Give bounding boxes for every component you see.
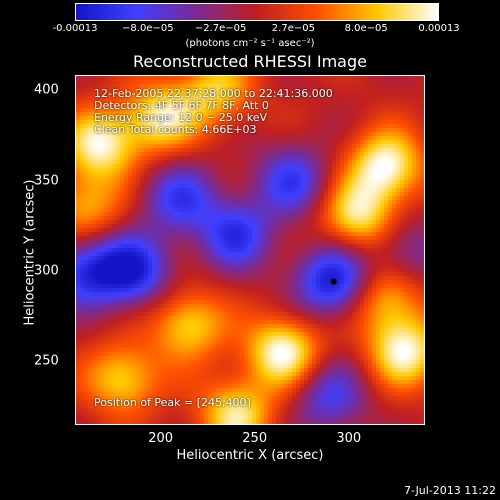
annotation-time: 12-Feb-2005 22:37:28.000 to 22:41:36.000	[94, 87, 333, 100]
y-tick-label: 350	[34, 173, 59, 189]
colorbar-tick: -0.00013	[52, 23, 98, 34]
x-tick-label: 300	[336, 431, 362, 446]
y-tick-label: 300	[34, 263, 59, 279]
y-axis-label: Heliocentric Y (arcsec)	[22, 179, 38, 326]
x-tick-label: 250	[242, 431, 268, 446]
colorbar	[75, 3, 439, 21]
chart-title: Reconstructed RHESSI Image	[133, 52, 367, 71]
colorbar-tick: 8.0e−05	[344, 23, 388, 34]
colorbar-tick: 0.00013	[418, 23, 460, 34]
colorbar-tick: −8.0e−05	[122, 23, 174, 34]
annotation-method: Clean Total counts: 4.66E+03	[94, 123, 257, 136]
x-axis-label: Heliocentric X (arcsec)	[176, 448, 324, 463]
footer-date: 7-Jul-2013 11:22	[403, 484, 496, 497]
y-tick-label: 250	[34, 353, 59, 369]
colorbar-tick: 2.7e−05	[271, 23, 315, 34]
annotation-energy: Energy Range: 12.0 − 25.0 keV	[94, 111, 268, 124]
annotation-peak: Position of Peak = [245,400]	[94, 396, 251, 409]
colorbar-units: (photons cm⁻² s⁻¹ asec⁻²)	[185, 38, 315, 49]
x-tick-label: 200	[148, 431, 174, 446]
heatmap-image	[76, 76, 424, 424]
annotation-detectors: Detectors: 4F 5F 6F 7F 8F, Att 0	[94, 99, 269, 112]
plot-frame	[75, 75, 425, 425]
y-tick-label: 400	[34, 82, 59, 98]
colorbar-tick: −2.7e−05	[194, 23, 247, 34]
